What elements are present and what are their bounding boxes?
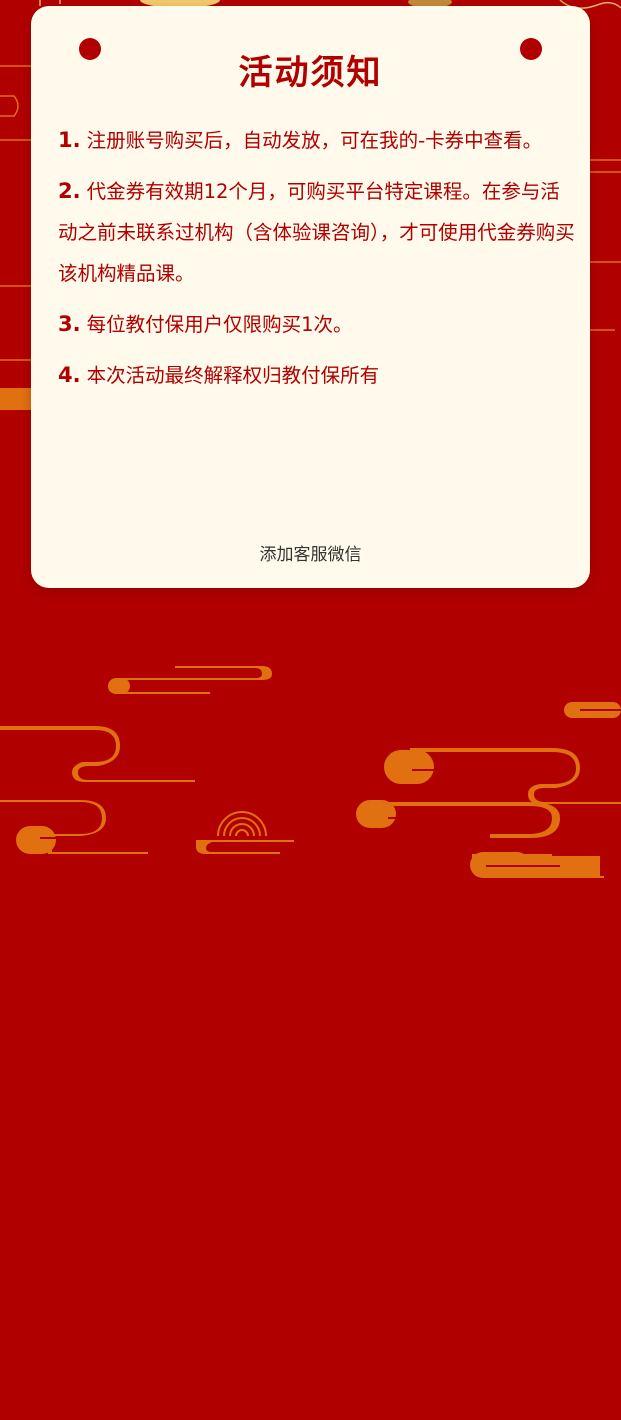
rule-item: 4. 本次活动最终解释权归教付保所有 [58,355,578,396]
add-customer-service-wechat-link[interactable]: 添加客服微信 [259,545,362,565]
rules-list: 1. 注册账号购买后，自动发放，可在我的-卡券中查看。 2. 代金券有效期12个月，… [58,120,578,406]
rule-number: 3. [58,312,81,336]
rule-text: 本次活动最终解释权归教付保所有 [86,364,380,387]
rule-number: 2. [58,179,81,203]
rule-item: 3. 每位教付保用户仅限购买1次。 [58,304,578,345]
rule-text: 每位教付保用户仅限购买1次。 [86,313,353,336]
cloud-decoration [0,666,621,878]
rule-item: 1. 注册账号购买后，自动发放，可在我的-卡券中查看。 [58,120,578,161]
notice-card: 活动须知 1. 注册账号购买后，自动发放，可在我的-卡券中查看。 2. 代金券有效期… [31,6,590,588]
rule-item: 2. 代金券有效期12个月，可购买平台特定课程。在参与活动之前未联系过机构（含体验… [58,171,578,294]
rule-number: 4. [58,363,81,387]
card-hole-left [79,38,101,60]
rule-text: 代金券有效期12个月，可购买平台特定课程。在参与活动之前未联系过机构（含体验课咨… [58,180,575,285]
rule-number: 1. [58,128,81,152]
side-decoration [0,65,621,410]
notice-title: 活动须知 [238,53,383,93]
card-hole-right [520,38,542,60]
rule-text: 注册账号购买后，自动发放，可在我的-卡券中查看。 [86,129,543,152]
